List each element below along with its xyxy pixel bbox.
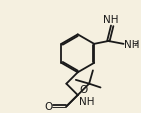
Text: O: O <box>44 101 52 111</box>
Text: NH: NH <box>124 39 140 49</box>
Text: O: O <box>79 84 87 94</box>
Text: NH: NH <box>79 96 94 106</box>
Text: 2: 2 <box>134 41 138 47</box>
Text: NH: NH <box>103 15 119 25</box>
